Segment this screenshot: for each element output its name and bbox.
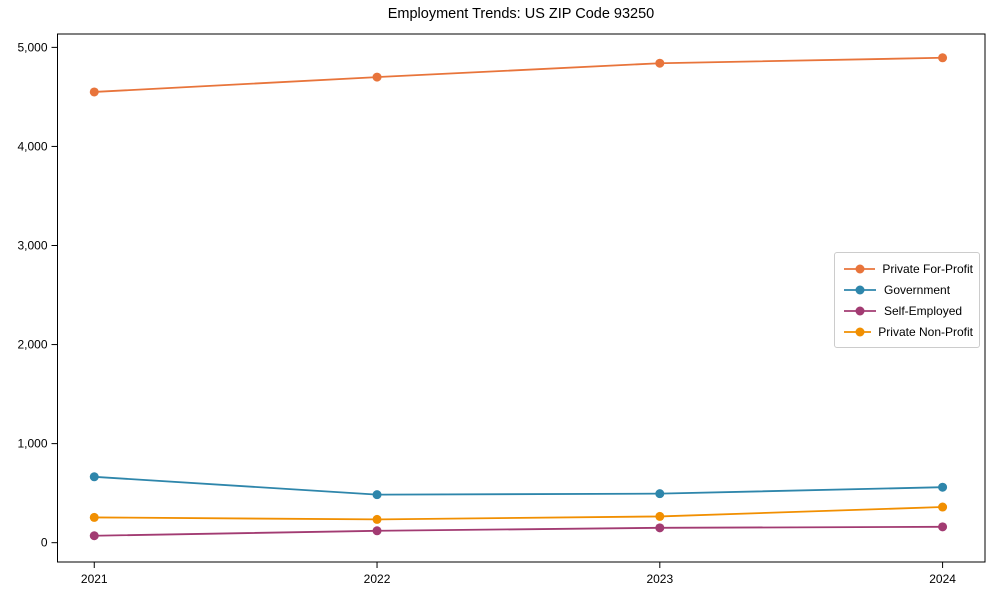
legend-marker-icon [844,285,876,294]
data-point-Private For-Profit-2023 [655,58,665,68]
data-point-Self-Employed-2024 [938,522,948,532]
data-point-Private Non-Profit-2023 [655,511,665,521]
series-line-Private For-Profit [94,56,943,93]
data-point-Private Non-Profit-2021 [89,512,99,522]
legend-item: Self-Employed [843,300,973,321]
x-tick-label: 2022 [364,572,391,586]
data-point-Private For-Profit-2021 [89,87,99,97]
plot-border [57,33,986,563]
y-tick-label: 1,000 [17,437,47,451]
data-point-Self-Employed-2022 [372,526,382,536]
legend-item: Government [843,279,973,300]
y-tick-label: 5,000 [17,40,47,54]
x-tick-label: 2021 [81,572,108,586]
legend-item-label: Self-Employed [884,303,963,318]
legend-marker-icon [844,306,876,315]
data-point-Government-2021 [89,472,99,482]
data-point-Private For-Profit-2022 [372,72,382,82]
x-tick-label: 2024 [929,572,956,586]
data-point-Government-2024 [938,482,948,492]
data-point-Private For-Profit-2024 [938,53,948,63]
series-line-Self-Employed [94,525,943,537]
legend-item: Private Non-Profit [843,321,973,342]
y-tick-label: 2,000 [17,338,47,352]
chart-title: Employment Trends: US ZIP Code 93250 [387,6,655,22]
data-point-Government-2023 [655,489,665,499]
data-point-Government-2022 [372,490,382,500]
legend-item-label: Private For-Profit [882,261,973,276]
series-line-Government [94,475,943,496]
data-point-Self-Employed-2021 [89,531,99,541]
y-tick-label: 3,000 [17,238,47,252]
legend-item: Private For-Profit [843,258,973,279]
series-line-Private Non-Profit [94,506,943,521]
chart-legend: Private For-Profit Government Self-Employe… [834,252,980,348]
data-point-Self-Employed-2023 [655,523,665,533]
legend-item-label: Government [884,282,951,297]
y-tick-label: 4,000 [17,139,47,153]
legend-marker-icon [844,327,872,336]
data-point-Private Non-Profit-2024 [938,502,948,512]
data-point-Private Non-Profit-2022 [372,514,382,524]
legend-marker-icon [844,264,876,273]
legend-item-label: Private Non-Profit [878,324,973,339]
y-tick-label: 0 [41,536,48,550]
x-tick-label: 2023 [646,572,673,586]
